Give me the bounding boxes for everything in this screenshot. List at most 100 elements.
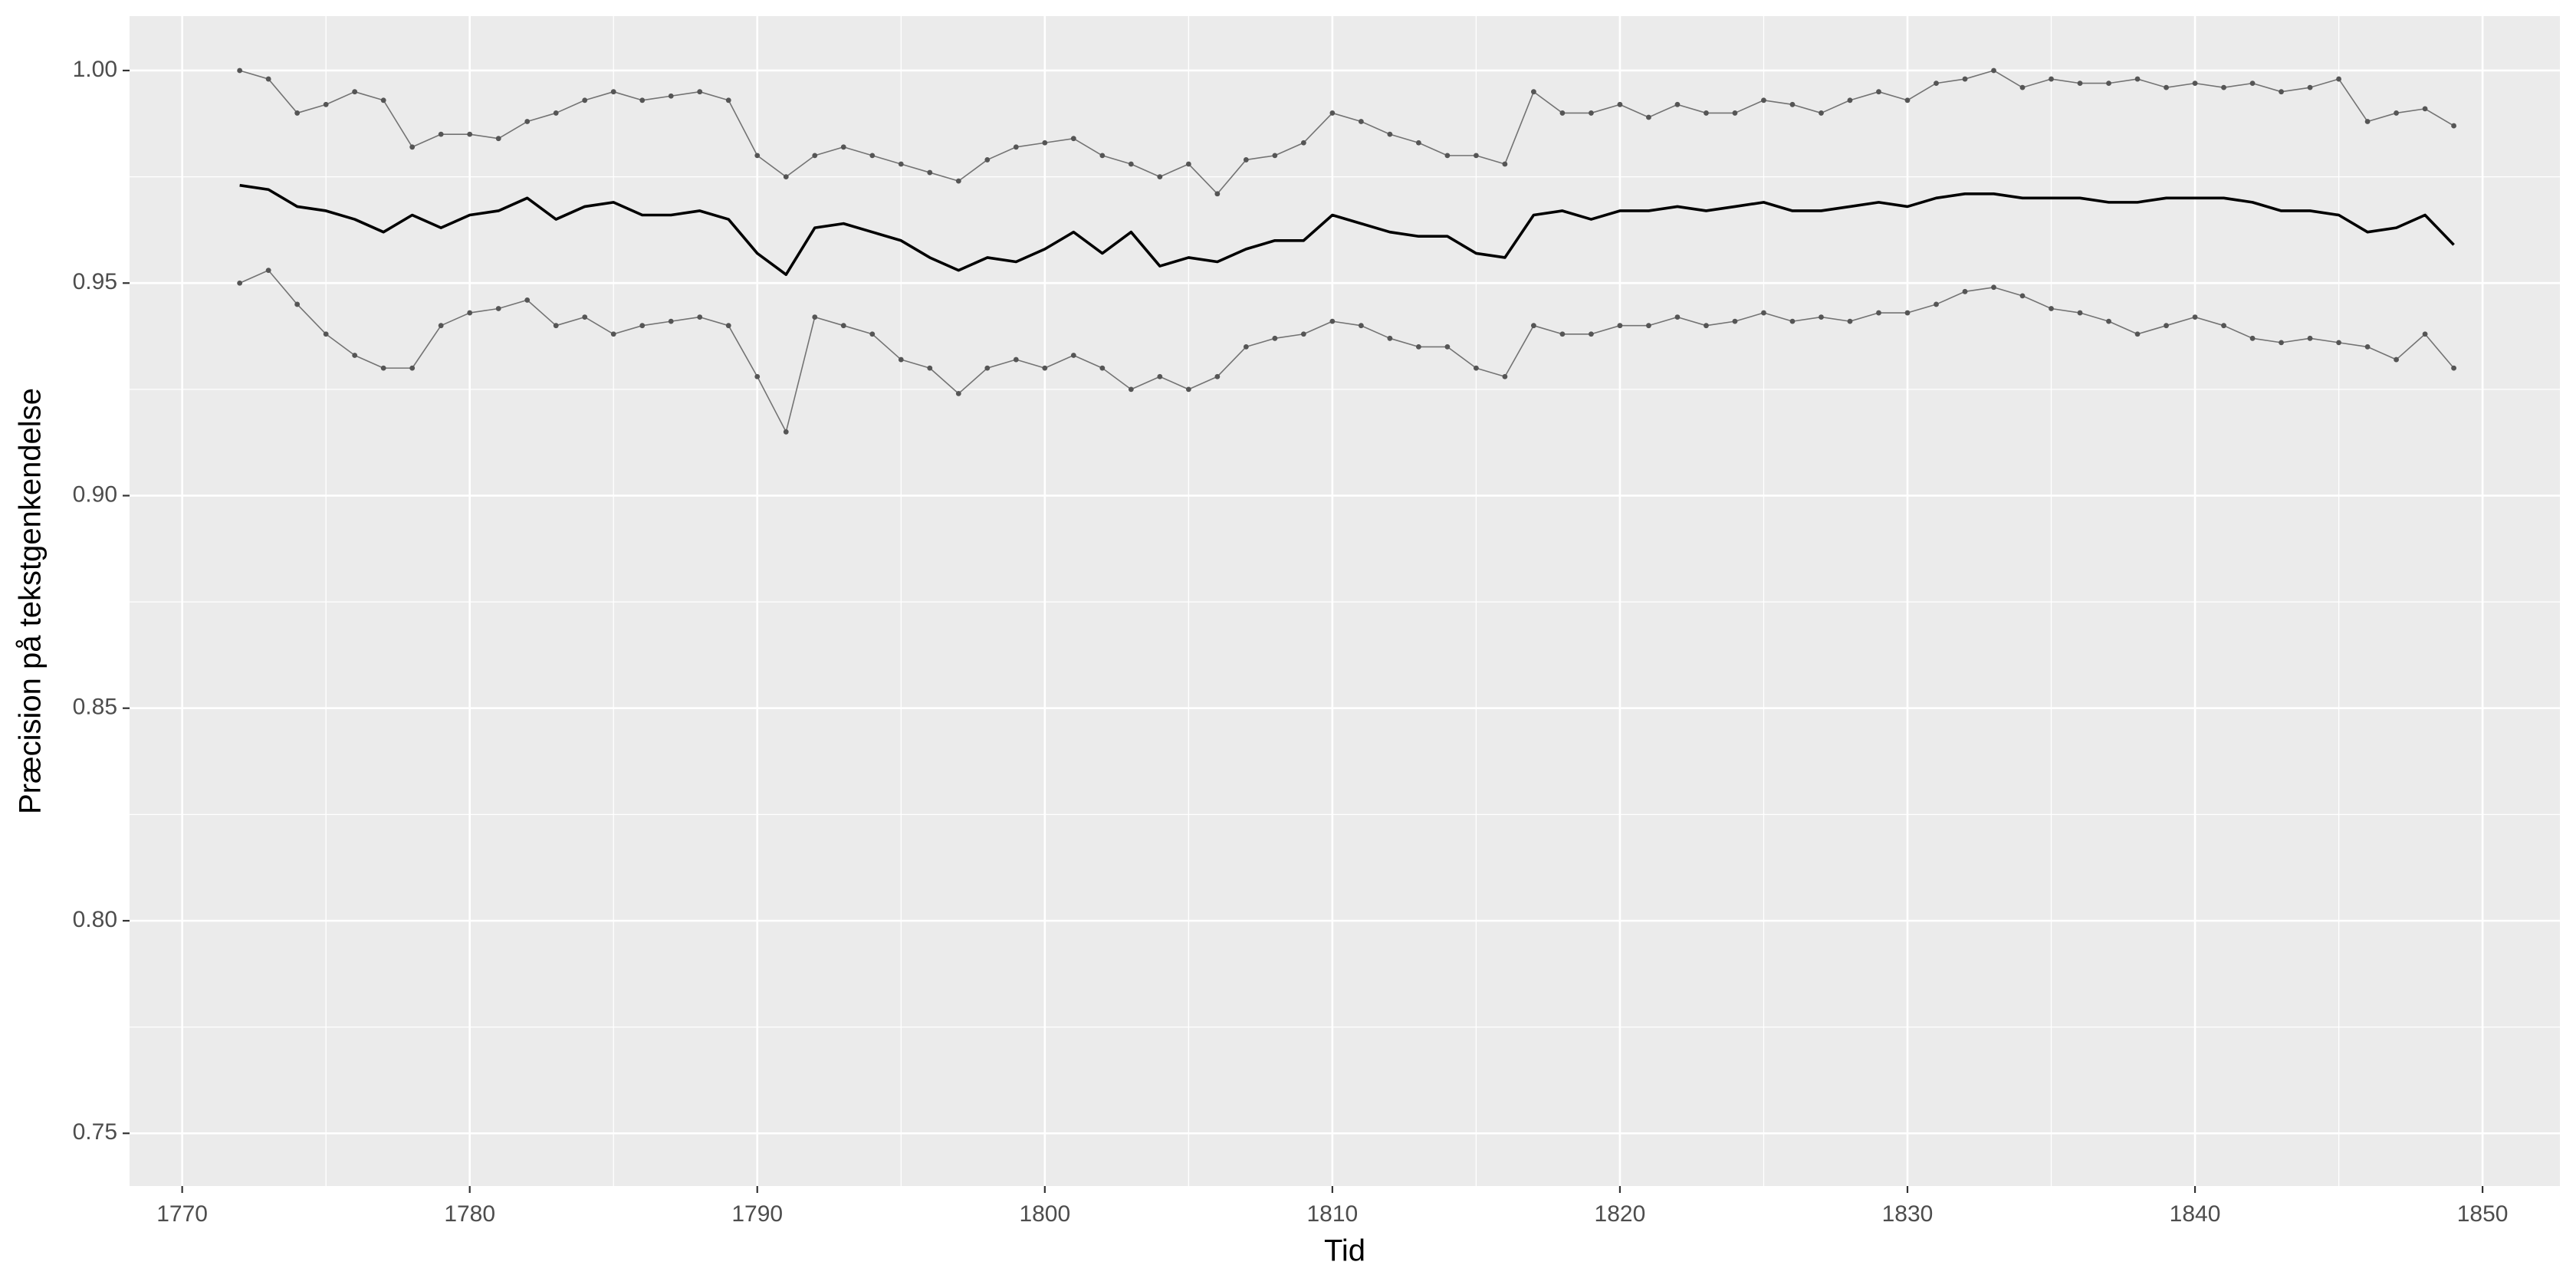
point bbox=[1559, 110, 1566, 116]
point bbox=[1732, 318, 1738, 324]
point bbox=[1329, 318, 1336, 324]
point bbox=[2049, 76, 2054, 82]
point bbox=[352, 89, 358, 95]
point bbox=[927, 365, 933, 371]
point bbox=[1904, 310, 1911, 316]
point bbox=[2336, 76, 2341, 82]
point bbox=[467, 131, 473, 137]
point bbox=[1243, 344, 1249, 350]
point bbox=[2422, 331, 2428, 337]
point bbox=[697, 314, 703, 320]
point bbox=[237, 67, 243, 74]
point bbox=[2106, 80, 2111, 87]
point bbox=[1674, 314, 1681, 320]
point bbox=[1704, 323, 1709, 329]
point bbox=[1272, 335, 1278, 341]
point bbox=[1531, 323, 1536, 329]
point bbox=[1732, 110, 1738, 116]
point bbox=[1444, 153, 1451, 159]
point bbox=[1934, 80, 1939, 87]
point bbox=[380, 97, 386, 104]
point bbox=[352, 353, 358, 358]
point bbox=[2451, 365, 2457, 371]
point bbox=[553, 323, 559, 329]
y-tick-label: 0.80 bbox=[73, 907, 117, 932]
point bbox=[1099, 153, 1106, 159]
point bbox=[294, 110, 301, 116]
point bbox=[2307, 84, 2313, 90]
point bbox=[2336, 340, 2341, 346]
point bbox=[1444, 344, 1451, 350]
point bbox=[610, 331, 616, 337]
point bbox=[754, 373, 761, 380]
point bbox=[1157, 373, 1163, 380]
point bbox=[1474, 153, 1479, 159]
point bbox=[294, 301, 301, 307]
point bbox=[2192, 314, 2198, 320]
point bbox=[1099, 365, 1106, 371]
point bbox=[984, 157, 991, 163]
point bbox=[1185, 161, 1191, 167]
point bbox=[812, 314, 818, 320]
point bbox=[1876, 89, 1881, 95]
point bbox=[2394, 110, 2399, 116]
bound-line bbox=[239, 70, 2455, 195]
point bbox=[582, 314, 588, 320]
point bbox=[725, 97, 731, 104]
point bbox=[1243, 157, 1249, 163]
point bbox=[1559, 331, 1566, 337]
point bbox=[1042, 365, 1048, 371]
point bbox=[265, 76, 271, 82]
point bbox=[1329, 110, 1336, 116]
point bbox=[2364, 344, 2371, 350]
point bbox=[1415, 140, 1421, 146]
point bbox=[639, 323, 646, 329]
point bbox=[812, 153, 818, 159]
point bbox=[1128, 161, 1134, 167]
point bbox=[2221, 84, 2226, 90]
point bbox=[2106, 318, 2111, 324]
point bbox=[467, 310, 473, 316]
point bbox=[1013, 144, 1019, 150]
point bbox=[1042, 140, 1048, 146]
point bbox=[438, 131, 444, 137]
point bbox=[1358, 323, 1364, 329]
point bbox=[955, 178, 961, 184]
point bbox=[2049, 306, 2054, 311]
point bbox=[754, 153, 761, 159]
x-tick-label: 1820 bbox=[1595, 1201, 1646, 1227]
point bbox=[1617, 101, 1623, 107]
point bbox=[2077, 80, 2083, 87]
point bbox=[1847, 97, 1853, 104]
point bbox=[2019, 84, 2026, 90]
point bbox=[1070, 353, 1076, 358]
point bbox=[898, 161, 904, 167]
point bbox=[524, 297, 531, 303]
point bbox=[668, 93, 674, 99]
point bbox=[2134, 76, 2141, 82]
point bbox=[840, 323, 846, 329]
point bbox=[1761, 97, 1766, 104]
point bbox=[1934, 301, 1939, 307]
point bbox=[984, 365, 991, 371]
point bbox=[1387, 131, 1393, 137]
point bbox=[2364, 119, 2371, 124]
point bbox=[1646, 114, 1651, 120]
point bbox=[927, 169, 933, 176]
point bbox=[1272, 153, 1278, 159]
point bbox=[2164, 323, 2169, 329]
point bbox=[380, 365, 386, 371]
point bbox=[438, 323, 444, 329]
point bbox=[869, 331, 876, 337]
point bbox=[2307, 335, 2313, 341]
point bbox=[1013, 356, 1019, 363]
point bbox=[725, 323, 731, 329]
mean-line bbox=[239, 183, 2455, 276]
point bbox=[1358, 119, 1364, 124]
point bbox=[639, 97, 646, 104]
point bbox=[2019, 293, 2026, 299]
x-axis-title: Tid bbox=[1324, 1234, 1365, 1268]
point bbox=[1789, 318, 1796, 324]
point bbox=[668, 318, 674, 324]
point bbox=[1962, 76, 1968, 82]
